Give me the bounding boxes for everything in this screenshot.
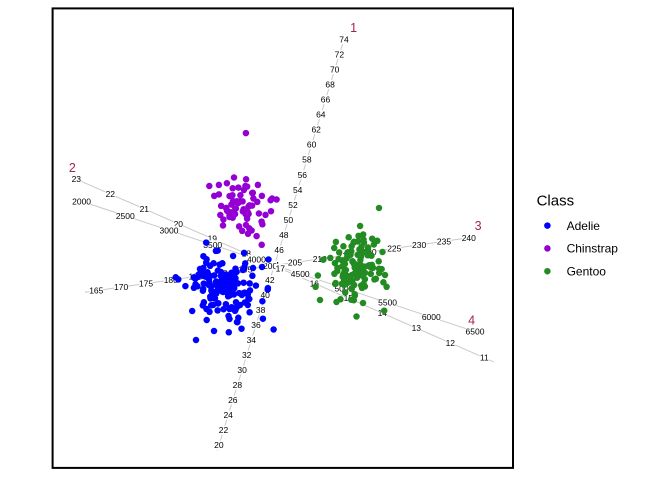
svg-text:48: 48 <box>279 230 289 240</box>
svg-text:170: 170 <box>114 282 128 292</box>
svg-text:22: 22 <box>219 425 229 435</box>
svg-text:4: 4 <box>468 314 475 328</box>
svg-text:46: 46 <box>274 245 284 255</box>
svg-text:74: 74 <box>339 35 349 45</box>
svg-text:56: 56 <box>298 170 308 180</box>
svg-text:20: 20 <box>214 440 224 450</box>
svg-text:12: 12 <box>446 338 456 348</box>
svg-text:210: 210 <box>313 254 327 264</box>
svg-text:64: 64 <box>316 110 326 120</box>
svg-text:Adelie: Adelie <box>567 219 601 233</box>
svg-text:54: 54 <box>293 185 303 195</box>
svg-text:13: 13 <box>412 323 422 333</box>
svg-text:19: 19 <box>208 234 218 244</box>
svg-text:6500: 6500 <box>466 327 485 337</box>
svg-text:17: 17 <box>276 263 286 273</box>
svg-text:175: 175 <box>139 279 153 289</box>
svg-text:42: 42 <box>265 275 275 285</box>
svg-text:4000: 4000 <box>247 254 266 264</box>
svg-text:28: 28 <box>233 380 243 390</box>
svg-text:3: 3 <box>475 219 482 233</box>
svg-text:240: 240 <box>462 233 476 243</box>
svg-text:180: 180 <box>164 275 178 285</box>
svg-text:5000: 5000 <box>334 283 353 293</box>
svg-text:52: 52 <box>288 200 298 210</box>
svg-text:30: 30 <box>237 365 247 375</box>
svg-text:32: 32 <box>242 350 252 360</box>
svg-text:23: 23 <box>72 174 82 184</box>
svg-text:200: 200 <box>263 261 277 271</box>
svg-text:68: 68 <box>325 80 335 90</box>
svg-text:3500: 3500 <box>203 240 222 250</box>
svg-text:66: 66 <box>321 95 331 105</box>
svg-text:225: 225 <box>387 243 401 253</box>
svg-text:58: 58 <box>302 155 312 165</box>
svg-text:70: 70 <box>330 65 340 75</box>
svg-text:34: 34 <box>247 335 257 345</box>
svg-text:21: 21 <box>140 204 150 214</box>
svg-text:230: 230 <box>412 240 426 250</box>
svg-text:38: 38 <box>256 305 266 315</box>
svg-text:24: 24 <box>223 410 233 420</box>
svg-text:60: 60 <box>307 140 317 150</box>
svg-text:Gentoo: Gentoo <box>567 264 607 278</box>
svg-text:2: 2 <box>69 161 76 175</box>
svg-text:2000: 2000 <box>72 196 91 206</box>
svg-text:2500: 2500 <box>116 211 135 221</box>
svg-text:235: 235 <box>437 236 451 246</box>
svg-text:50: 50 <box>284 215 294 225</box>
svg-text:20: 20 <box>174 219 184 229</box>
svg-text:4500: 4500 <box>291 269 310 279</box>
svg-text:1: 1 <box>350 21 357 35</box>
svg-text:62: 62 <box>311 125 321 135</box>
svg-text:22: 22 <box>106 189 116 199</box>
svg-text:205: 205 <box>288 258 302 268</box>
svg-text:36: 36 <box>251 320 261 330</box>
svg-text:165: 165 <box>89 286 103 296</box>
svg-text:16: 16 <box>310 278 320 288</box>
svg-text:6000: 6000 <box>422 312 441 322</box>
svg-text:40: 40 <box>260 290 270 300</box>
svg-text:26: 26 <box>228 395 238 405</box>
svg-text:3000: 3000 <box>160 225 179 235</box>
svg-text:5500: 5500 <box>378 298 397 308</box>
svg-text:11: 11 <box>480 353 489 363</box>
svg-text:Chinstrap: Chinstrap <box>567 242 619 256</box>
svg-text:72: 72 <box>335 50 345 60</box>
svg-text:Class: Class <box>537 192 575 209</box>
